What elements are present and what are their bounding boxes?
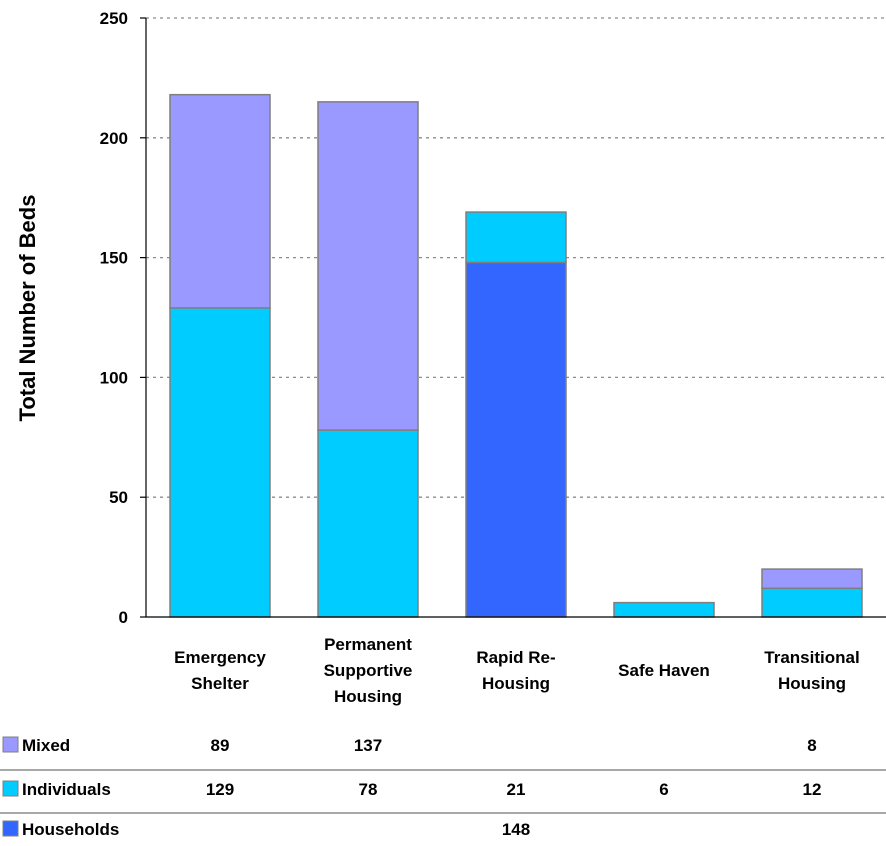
bar-mixed-0 [169, 93, 271, 309]
y-tick-labels: 0 50 100 150 200 250 [100, 9, 128, 627]
bar-mixed-4 [761, 568, 863, 589]
y-tick-label-2: 100 [100, 368, 128, 387]
bar-households-2 [465, 261, 567, 618]
x-category-label-3-0: Safe Haven [618, 661, 710, 680]
bar-individuals-0 [169, 307, 271, 618]
x-category-label-2-0: Rapid Re- [476, 648, 555, 667]
bars [169, 93, 863, 618]
x-category-label-1-0: Permanent [324, 635, 412, 654]
y-tick-label-5: 250 [100, 9, 128, 28]
legend-label-households: Households [22, 820, 119, 839]
table-value-individuals-0: 129 [206, 780, 234, 799]
y-tick-label-1: 50 [109, 488, 128, 507]
y-axis-label: Total Number of Beds [15, 195, 40, 422]
data-table: Mixed 89 137 8 Individuals 129 78 21 6 12 Househol… [0, 736, 886, 839]
bar-mixed-1 [317, 101, 419, 431]
x-category-label-1-1: Supportive [324, 661, 413, 680]
y-tick-label-0: 0 [119, 608, 128, 627]
x-category-label-1-2: Housing [334, 687, 402, 706]
bar-individuals-3 [613, 601, 715, 618]
legend-label-mixed: Mixed [22, 736, 70, 755]
x-category-label-0-1: Shelter [191, 674, 249, 693]
table-value-households-2: 148 [502, 820, 530, 839]
legend-key-households [2, 820, 19, 837]
x-category-label-0-0: Emergency [174, 648, 266, 667]
x-category-label-2-1: Housing [482, 674, 550, 693]
bar-individuals-1 [317, 429, 419, 618]
legend-key-individuals [2, 780, 19, 797]
table-value-mixed-0: 89 [211, 736, 230, 755]
bar-individuals-4 [761, 587, 863, 618]
x-category-label-4-0: Transitional [764, 648, 859, 667]
table-value-individuals-1: 78 [359, 780, 378, 799]
table-value-mixed-1: 137 [354, 736, 382, 755]
table-value-mixed-4: 8 [807, 736, 816, 755]
bar-individuals-2 [465, 211, 567, 264]
y-tick-label-4: 200 [100, 129, 128, 148]
legend-label-individuals: Individuals [22, 780, 111, 799]
grid-lines [146, 17, 886, 498]
x-category-labels: Emergency Shelter Permanent Supportive Housi… [174, 635, 860, 706]
table-value-individuals-2: 21 [507, 780, 526, 799]
axes [140, 17, 886, 618]
table-value-individuals-4: 12 [803, 780, 822, 799]
y-tick-label-3: 150 [100, 249, 128, 268]
x-category-label-4-1: Housing [778, 674, 846, 693]
legend-key-mixed [2, 736, 19, 753]
table-value-individuals-3: 6 [659, 780, 668, 799]
